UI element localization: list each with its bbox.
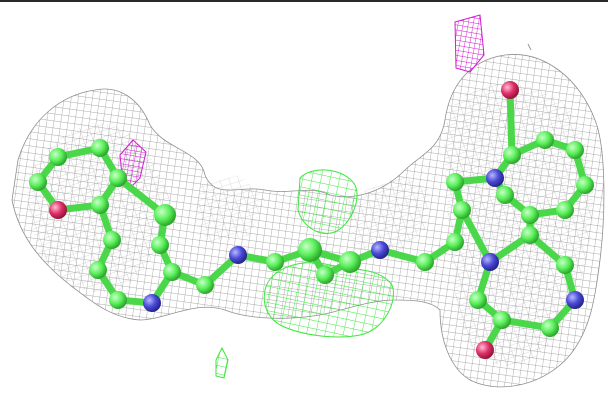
atom-carbon xyxy=(91,139,109,157)
atom-carbon xyxy=(556,201,574,219)
atom-carbon xyxy=(49,148,67,166)
atom-carbon xyxy=(154,204,176,226)
atom-carbon xyxy=(151,236,169,254)
atom-carbon xyxy=(339,251,361,273)
atom-carbon xyxy=(109,169,127,187)
atom-oxygen xyxy=(501,81,519,99)
atom-carbon xyxy=(196,276,214,294)
atom-nitrogen xyxy=(486,169,504,187)
atom-carbon xyxy=(556,256,574,274)
atom-carbon xyxy=(446,173,464,191)
atom-carbon xyxy=(89,261,107,279)
atom-carbon xyxy=(453,201,471,219)
atom-carbon xyxy=(298,238,322,262)
stray-mesh-fragment xyxy=(527,43,532,51)
atom-carbon xyxy=(521,206,539,224)
atom-carbon xyxy=(163,263,181,281)
atom-carbon xyxy=(29,173,47,191)
atom-nitrogen xyxy=(371,241,389,259)
atom-carbon xyxy=(503,146,521,164)
atom-carbon xyxy=(536,131,554,149)
atom-carbon xyxy=(576,176,594,194)
atom-carbon xyxy=(416,253,434,271)
positive-difference-mesh xyxy=(215,169,394,379)
atom-nitrogen xyxy=(143,294,161,312)
atom-carbon xyxy=(103,231,121,249)
atom-carbon xyxy=(496,186,514,204)
atom-carbon xyxy=(91,196,109,214)
atom-carbon xyxy=(541,319,559,337)
atom-nitrogen xyxy=(481,253,499,271)
atom-carbon xyxy=(109,291,127,309)
atom-nitrogen xyxy=(566,291,584,309)
window-top-border xyxy=(0,0,608,2)
atom-carbon xyxy=(493,311,511,329)
atom-carbon xyxy=(469,291,487,309)
atom-oxygen xyxy=(49,201,67,219)
atom-oxygen xyxy=(476,341,494,359)
molecule-atoms xyxy=(29,81,594,359)
atom-carbon xyxy=(521,226,539,244)
atom-carbon xyxy=(316,266,334,284)
atom-carbon xyxy=(446,233,464,251)
atom-carbon xyxy=(566,141,584,159)
atom-carbon xyxy=(266,253,284,271)
atom-nitrogen xyxy=(229,246,247,264)
